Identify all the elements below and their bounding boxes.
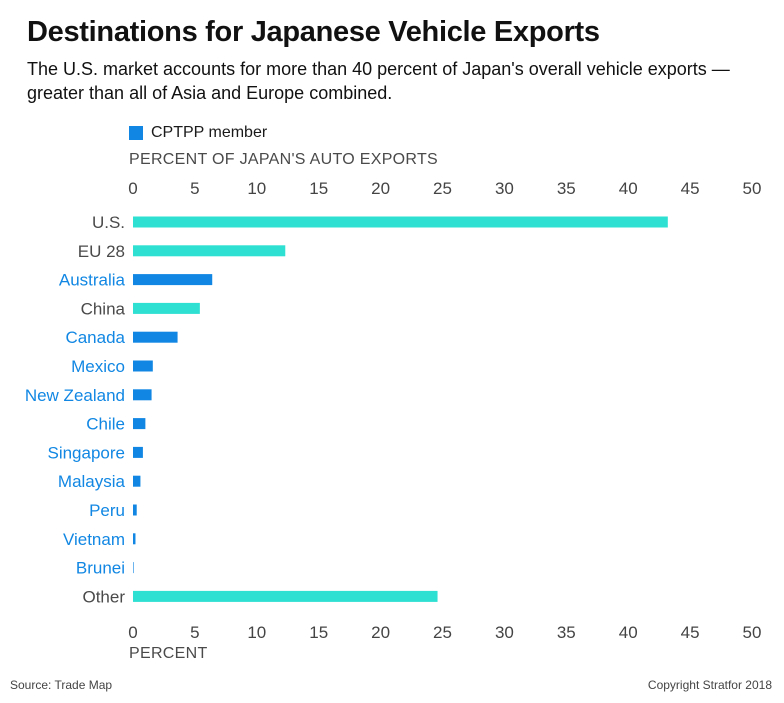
chart-title: Destinations for Japanese Vehicle Export… — [27, 16, 600, 48]
bar-china — [133, 302, 200, 314]
bottom-tick-label: 15 — [309, 623, 328, 642]
bottom-tick-label: 5 — [190, 623, 199, 642]
bottom-tick-labels: 0 5 10 15 20 25 30 35 40 45 50 — [128, 623, 761, 642]
bottom-tick-label: 45 — [681, 623, 700, 642]
bottom-tick-label: 0 — [128, 623, 137, 642]
bottom-tick-label: 50 — [743, 623, 762, 642]
bar-chile — [133, 418, 146, 430]
copyright-note: Copyright Stratfor 2018 — [647, 678, 772, 692]
bar-new-zealand — [133, 389, 152, 401]
bar-other — [133, 590, 438, 602]
bar-vietnam — [133, 533, 136, 545]
top-tick-label: 25 — [433, 179, 452, 198]
bottom-tick-label: 20 — [371, 623, 390, 642]
category-label: Mexico — [71, 357, 125, 376]
category-label: Peru — [89, 501, 125, 520]
top-tick-label: 50 — [743, 179, 762, 198]
bar-canada — [133, 331, 178, 343]
source-note: Source: Trade Map — [10, 678, 113, 692]
bars — [133, 216, 668, 602]
legend: CPTPP member — [129, 124, 267, 142]
x-axis-title-top: PERCENT OF JAPAN'S AUTO EXPORTS — [129, 151, 439, 168]
bar-malaysia — [133, 475, 141, 487]
bar-singapore — [133, 446, 143, 458]
top-tick-label: 20 — [371, 179, 390, 198]
chart-subtitle: The U.S. market accounts for more than 4… — [27, 59, 730, 103]
category-label: U.S. — [92, 213, 125, 232]
top-tick-label: 45 — [681, 179, 700, 198]
category-label: Chile — [86, 415, 125, 434]
bar-eu-28 — [133, 245, 286, 257]
category-label: Singapore — [47, 443, 125, 462]
category-label: New Zealand — [25, 386, 125, 405]
top-tick-label: 40 — [619, 179, 638, 198]
category-label: Australia — [59, 271, 126, 290]
category-label: Malaysia — [58, 472, 126, 491]
bottom-tick-label: 10 — [247, 623, 266, 642]
bottom-tick-label: 30 — [495, 623, 514, 642]
category-label: Brunei — [76, 559, 125, 578]
top-tick-label: 15 — [309, 179, 328, 198]
legend-label-cptpp: CPTPP member — [151, 124, 268, 141]
category-label: EU 28 — [78, 242, 125, 261]
bottom-tick-label: 35 — [557, 623, 576, 642]
category-labels: U.S. EU 28 Australia China Canada Mexico New Z… — [25, 213, 126, 606]
x-axis-title-bottom: PERCENT — [129, 645, 208, 662]
top-tick-label: 30 — [495, 179, 514, 198]
bar-u-s — [133, 216, 668, 228]
legend-swatch-cptpp — [129, 126, 143, 140]
bar-mexico — [133, 360, 153, 372]
category-label: Canada — [65, 328, 125, 347]
top-tick-label: 10 — [247, 179, 266, 198]
top-tick-label: 35 — [557, 179, 576, 198]
bar-brunei — [133, 562, 134, 574]
category-label: Vietnam — [63, 530, 125, 549]
category-label: Other — [82, 587, 125, 606]
top-tick-label: 5 — [190, 179, 199, 198]
category-label: China — [81, 299, 126, 318]
top-tick-label: 0 — [128, 179, 137, 198]
bottom-tick-label: 40 — [619, 623, 638, 642]
bar-peru — [133, 504, 137, 516]
bottom-tick-label: 25 — [433, 623, 452, 642]
bar-australia — [133, 274, 213, 286]
top-tick-labels: 0 5 10 15 20 25 30 35 40 45 50 — [128, 179, 761, 198]
